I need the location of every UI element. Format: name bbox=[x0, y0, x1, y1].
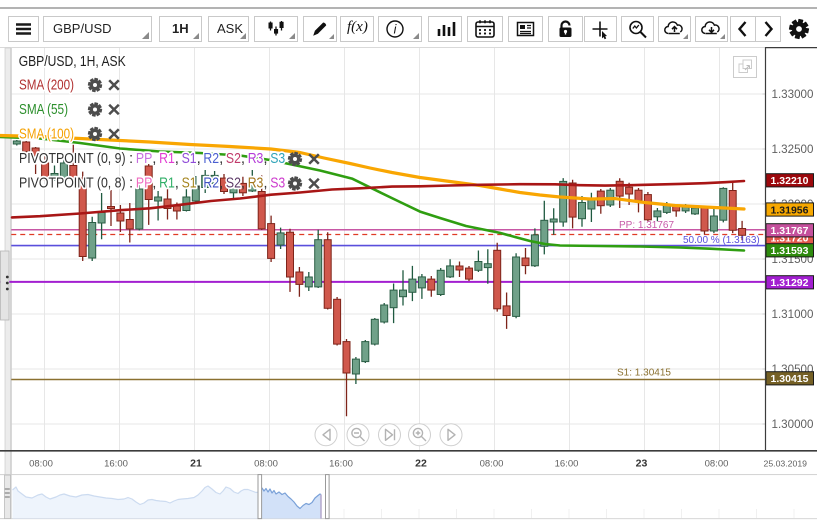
svg-text:1.30415: 1.30415 bbox=[771, 373, 809, 385]
svg-text:SMA (100): SMA (100) bbox=[19, 125, 74, 142]
svg-text:16:00: 16:00 bbox=[104, 458, 128, 469]
svg-text:1.32500: 1.32500 bbox=[772, 143, 814, 156]
svg-text:R3: R3 bbox=[248, 150, 264, 167]
svg-text:PP: PP bbox=[136, 175, 152, 192]
svg-text:1.32210: 1.32210 bbox=[771, 175, 809, 187]
svg-text:,: , bbox=[219, 175, 223, 192]
svg-text:,: , bbox=[152, 150, 156, 167]
svg-text:R2: R2 bbox=[203, 175, 219, 192]
svg-text:R3: R3 bbox=[248, 175, 264, 192]
svg-text:1.31593: 1.31593 bbox=[771, 245, 809, 257]
svg-text:25.03.2019: 25.03.2019 bbox=[764, 458, 808, 468]
svg-text:,: , bbox=[219, 150, 223, 167]
svg-text:R1: R1 bbox=[159, 175, 175, 192]
svg-text:PIVOTPOINT (0, 9): PIVOTPOINT (0, 9) bbox=[19, 150, 126, 167]
svg-text:22: 22 bbox=[415, 457, 427, 469]
svg-text:16:00: 16:00 bbox=[329, 458, 353, 469]
svg-text:1.31956: 1.31956 bbox=[771, 204, 809, 216]
svg-text:SMA (200): SMA (200) bbox=[19, 76, 74, 93]
svg-text:,: , bbox=[152, 175, 156, 192]
svg-text:1.31292: 1.31292 bbox=[771, 277, 809, 289]
svg-text:1.33000: 1.33000 bbox=[772, 88, 814, 101]
svg-text:16:00: 16:00 bbox=[555, 458, 579, 469]
svg-text::: : bbox=[129, 175, 133, 192]
svg-text:i: i bbox=[394, 23, 398, 37]
svg-text:08:00: 08:00 bbox=[480, 458, 504, 469]
svg-text:SMA (55): SMA (55) bbox=[19, 101, 68, 118]
svg-text:1.31000: 1.31000 bbox=[772, 308, 814, 321]
svg-text:08:00: 08:00 bbox=[705, 458, 729, 469]
svg-text:R1: R1 bbox=[159, 150, 175, 167]
svg-text:23: 23 bbox=[636, 457, 648, 469]
svg-text:S1: S1 bbox=[182, 175, 197, 192]
svg-text:PIVOTPOINT (0, 8): PIVOTPOINT (0, 8) bbox=[19, 175, 126, 192]
svg-text:S3: S3 bbox=[270, 150, 285, 167]
svg-text:S3: S3 bbox=[270, 175, 285, 192]
svg-text:08:00: 08:00 bbox=[29, 458, 53, 469]
svg-text:,: , bbox=[263, 175, 267, 192]
svg-text::: : bbox=[129, 150, 133, 167]
svg-text:GBP/USD, 1H, ASK: GBP/USD, 1H, ASK bbox=[19, 53, 126, 70]
svg-text:S1: S1 bbox=[182, 150, 197, 167]
svg-text:,: , bbox=[175, 150, 179, 167]
svg-text:,: , bbox=[175, 175, 179, 192]
svg-text:08:00: 08:00 bbox=[254, 458, 278, 469]
svg-text:PP: PP bbox=[136, 150, 152, 167]
svg-text:,: , bbox=[197, 175, 201, 192]
svg-text:1.31767: 1.31767 bbox=[771, 225, 809, 237]
svg-text:R2: R2 bbox=[203, 150, 219, 167]
svg-text:,: , bbox=[241, 150, 245, 167]
svg-text:S2: S2 bbox=[226, 150, 241, 167]
svg-text:1.30000: 1.30000 bbox=[772, 418, 814, 431]
svg-text:,: , bbox=[197, 150, 201, 167]
svg-text:S1: 1.30415: S1: 1.30415 bbox=[617, 367, 671, 378]
svg-text:21: 21 bbox=[190, 457, 202, 469]
svg-text:,: , bbox=[241, 175, 245, 192]
svg-text:,: , bbox=[263, 150, 267, 167]
svg-text:PP: 1.31767: PP: 1.31767 bbox=[619, 220, 674, 231]
svg-text:50.00 % (1.3163): 50.00 % (1.3163) bbox=[683, 235, 760, 246]
svg-text:S2: S2 bbox=[226, 175, 241, 192]
